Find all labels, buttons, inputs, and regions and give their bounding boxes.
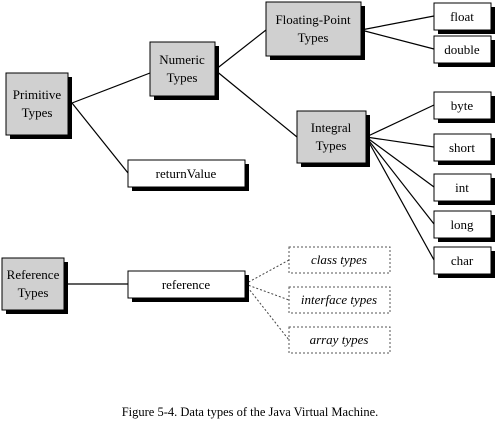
reference-types-line1: Reference bbox=[7, 267, 60, 282]
numeric-types-line1: Numeric bbox=[159, 52, 205, 67]
floating-point-types-line2: Types bbox=[298, 30, 329, 45]
edge-reference-classtypes bbox=[244, 259, 290, 285]
node-floating-point-types: Floating-Point Types bbox=[265, 1, 365, 60]
edge-integral-byte bbox=[365, 104, 435, 138]
reference-types-line2: Types bbox=[18, 285, 49, 300]
float-label: float bbox=[450, 9, 474, 24]
class-types-label: class types bbox=[311, 252, 367, 267]
integral-types-line2: Types bbox=[316, 138, 347, 153]
node-float: float bbox=[433, 2, 495, 34]
interface-types-label: interface types bbox=[301, 292, 377, 307]
numeric-types-line2: Types bbox=[167, 70, 198, 85]
node-short: short bbox=[433, 133, 495, 165]
edge-floatingpoint-double bbox=[360, 29, 435, 50]
edge-reference-interfacetypes bbox=[244, 283, 290, 301]
node-interface-types: interface types bbox=[288, 286, 391, 314]
edge-integral-char bbox=[365, 136, 435, 261]
edge-reference-arraytypes bbox=[244, 283, 290, 341]
edge-integral-int bbox=[365, 136, 435, 188]
figure-caption: Figure 5-4. Data types of the Java Virtu… bbox=[122, 405, 379, 419]
edge-floatingpoint-float bbox=[360, 15, 435, 31]
node-primitive-types: Primitive Types bbox=[5, 72, 72, 139]
node-reference-types: Reference Types bbox=[1, 257, 68, 314]
node-numeric-types: Numeric Types bbox=[149, 41, 219, 100]
edge-integral-short bbox=[365, 136, 435, 148]
node-byte: byte bbox=[433, 91, 495, 123]
edges bbox=[64, 15, 435, 341]
node-reference: reference bbox=[127, 270, 249, 302]
edge-integral-long bbox=[365, 136, 435, 225]
node-array-types: array types bbox=[288, 326, 391, 354]
array-types-label: array types bbox=[310, 332, 369, 347]
return-value-label: returnValue bbox=[156, 166, 217, 181]
node-double: double bbox=[433, 35, 495, 67]
node-return-value: returnValue bbox=[127, 159, 249, 191]
short-label: short bbox=[449, 140, 475, 155]
int-label: int bbox=[455, 180, 469, 195]
floating-point-types-line1: Floating-Point bbox=[275, 12, 351, 27]
edge-numeric-integral bbox=[214, 69, 298, 138]
node-class-types: class types bbox=[288, 246, 391, 274]
primitive-types-line2: Types bbox=[22, 105, 53, 120]
long-label: long bbox=[450, 217, 474, 232]
char-label: char bbox=[451, 253, 474, 268]
double-label: double bbox=[444, 42, 480, 57]
node-long: long bbox=[433, 210, 495, 242]
edge-primitive-returnvalue bbox=[71, 102, 129, 174]
edge-numeric-floatingpoint bbox=[214, 29, 267, 71]
reference-label: reference bbox=[162, 277, 211, 292]
byte-label: byte bbox=[451, 98, 474, 113]
edge-primitive-numeric bbox=[71, 72, 151, 104]
integral-types-line1: Integral bbox=[311, 120, 352, 135]
primitive-types-line1: Primitive bbox=[13, 87, 62, 102]
node-int: int bbox=[433, 173, 495, 205]
node-integral-types: Integral Types bbox=[296, 110, 370, 167]
node-char: char bbox=[433, 246, 495, 278]
